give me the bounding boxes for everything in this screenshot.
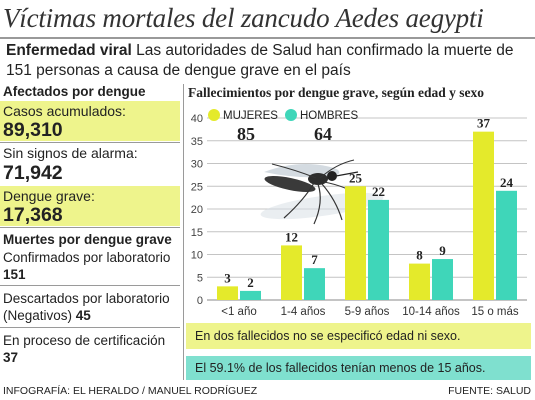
intro-text: Enfermedad viral Las autoridades de Salu… (6, 41, 531, 81)
process-label: En proceso de certificación (3, 333, 166, 348)
intro-lead: Enfermedad viral (6, 42, 132, 59)
bar-value-label: 8 (416, 248, 423, 263)
bar-mujeres (217, 286, 238, 300)
x-tick-label: 10-14 años (402, 306, 460, 318)
legend-label-mujeres: MUJERES (223, 110, 278, 122)
process-text: En proceso de certificación 37 (3, 332, 179, 366)
chart-bars: 3 2 12 7 25 22 8 9 37 24 (217, 116, 517, 300)
y-tick-label: 25 (191, 181, 203, 193)
stat-box-no-alarm: Sin signos de alarma: 71,942 (0, 144, 180, 184)
bar-mujeres (473, 131, 494, 300)
x-tick-label: 15 o más (471, 306, 519, 318)
left-panel: Afectados por dengue Casos acumulados: 8… (0, 82, 181, 380)
confirmed-label: Confirmados por laboratorio (3, 250, 171, 265)
chart-title: Fallecimientos por dengue grave, según e… (188, 85, 484, 100)
bar-value-label: 9 (439, 243, 446, 258)
stat-label: Dengue grave: (3, 188, 95, 204)
panel-divider (183, 84, 184, 380)
stat-value: 71,942 (3, 162, 63, 184)
divider (0, 285, 180, 286)
affected-title: Afectados por dengue (3, 84, 146, 99)
deaths-title: Muertes por dengue grave (3, 232, 172, 247)
bar-value-label: 2 (247, 275, 254, 290)
bar-value-label: 25 (349, 170, 363, 185)
legend-total-mujeres: 85 (237, 124, 255, 144)
stat-label: Casos acumulados: (3, 103, 126, 119)
bar-value-label: 3 (224, 270, 231, 285)
bar-mujeres (345, 186, 366, 300)
headline: Víctimas mortales del zancudo Aedes aegy… (3, 3, 484, 33)
y-tick-label: 15 (191, 227, 203, 239)
bar-hombres (432, 259, 453, 300)
legend-swatch (285, 109, 297, 121)
intro-body: Las autoridades de Salud han confirmado … (6, 42, 514, 79)
discarded-label: Descartados por laboratorio (Negativos) (3, 291, 170, 323)
legend-swatch (208, 109, 220, 121)
bar-hombres (368, 199, 389, 300)
credit: INFOGRAFÍA: EL HERALDO / MANUEL RODRÍGUE… (3, 385, 258, 397)
stat-label: Sin signos de alarma: (3, 145, 138, 161)
source: FUENTE: SALUD (448, 385, 531, 397)
x-tick-label: <1 año (221, 306, 257, 318)
bar-value-label: 22 (372, 184, 385, 199)
y-tick-label: 0 (197, 295, 203, 307)
headline-rule (0, 37, 535, 39)
y-tick-label: 40 (191, 113, 203, 125)
bar-hombres (240, 290, 261, 300)
bar-value-label: 12 (285, 229, 298, 244)
y-tick-label: 35 (191, 136, 203, 148)
confirmed-value: 151 (3, 267, 26, 282)
x-tick-label: 5-9 años (345, 306, 390, 318)
chart-x-labels: <1 año 1-4 años 5-9 años 10-14 años 15 o más (221, 306, 519, 318)
bar-hombres (496, 190, 517, 300)
discarded-value: 45 (75, 308, 91, 323)
stat-box-severe: Dengue grave: 17,368 (0, 186, 180, 226)
divider (0, 227, 180, 228)
y-tick-label: 5 (197, 272, 203, 284)
bar-value-label: 24 (500, 175, 514, 190)
stat-box-cumulative: Casos acumulados: 89,310 (0, 101, 180, 141)
bar-value-label: 7 (311, 252, 318, 267)
legend-label-hombres: HOMBRES (300, 110, 358, 122)
divider (0, 327, 180, 328)
bar-mujeres (409, 263, 430, 300)
divider (0, 142, 180, 143)
bar-hombres (304, 268, 325, 300)
y-tick-label: 10 (191, 250, 203, 262)
confirmed-text: Confirmados por laboratorio 151 (3, 249, 179, 283)
bar-mujeres (281, 245, 302, 300)
bar-chart: 0 5 10 15 20 25 30 35 40 MUJERES 85 HOMBRES 64 3 2 12… (191, 109, 527, 318)
legend-total-hombres: 64 (314, 124, 332, 144)
stat-value: 89,310 (3, 119, 63, 141)
note-under-15: El 59.1% de los fallecidos tenían menos … (186, 356, 531, 380)
y-tick-label: 20 (191, 204, 203, 216)
process-value: 37 (3, 350, 19, 365)
stat-value: 17,368 (3, 204, 63, 226)
discarded-text: Descartados por laboratorio (Negativos) … (3, 290, 179, 324)
y-tick-label: 30 (191, 159, 203, 171)
x-tick-label: 1-4 años (281, 306, 326, 318)
note-unspecified: En dos fallecidos no se especificó edad … (186, 323, 531, 349)
chart-legend: MUJERES 85 HOMBRES 64 (208, 109, 358, 144)
bar-value-label: 37 (477, 116, 491, 131)
